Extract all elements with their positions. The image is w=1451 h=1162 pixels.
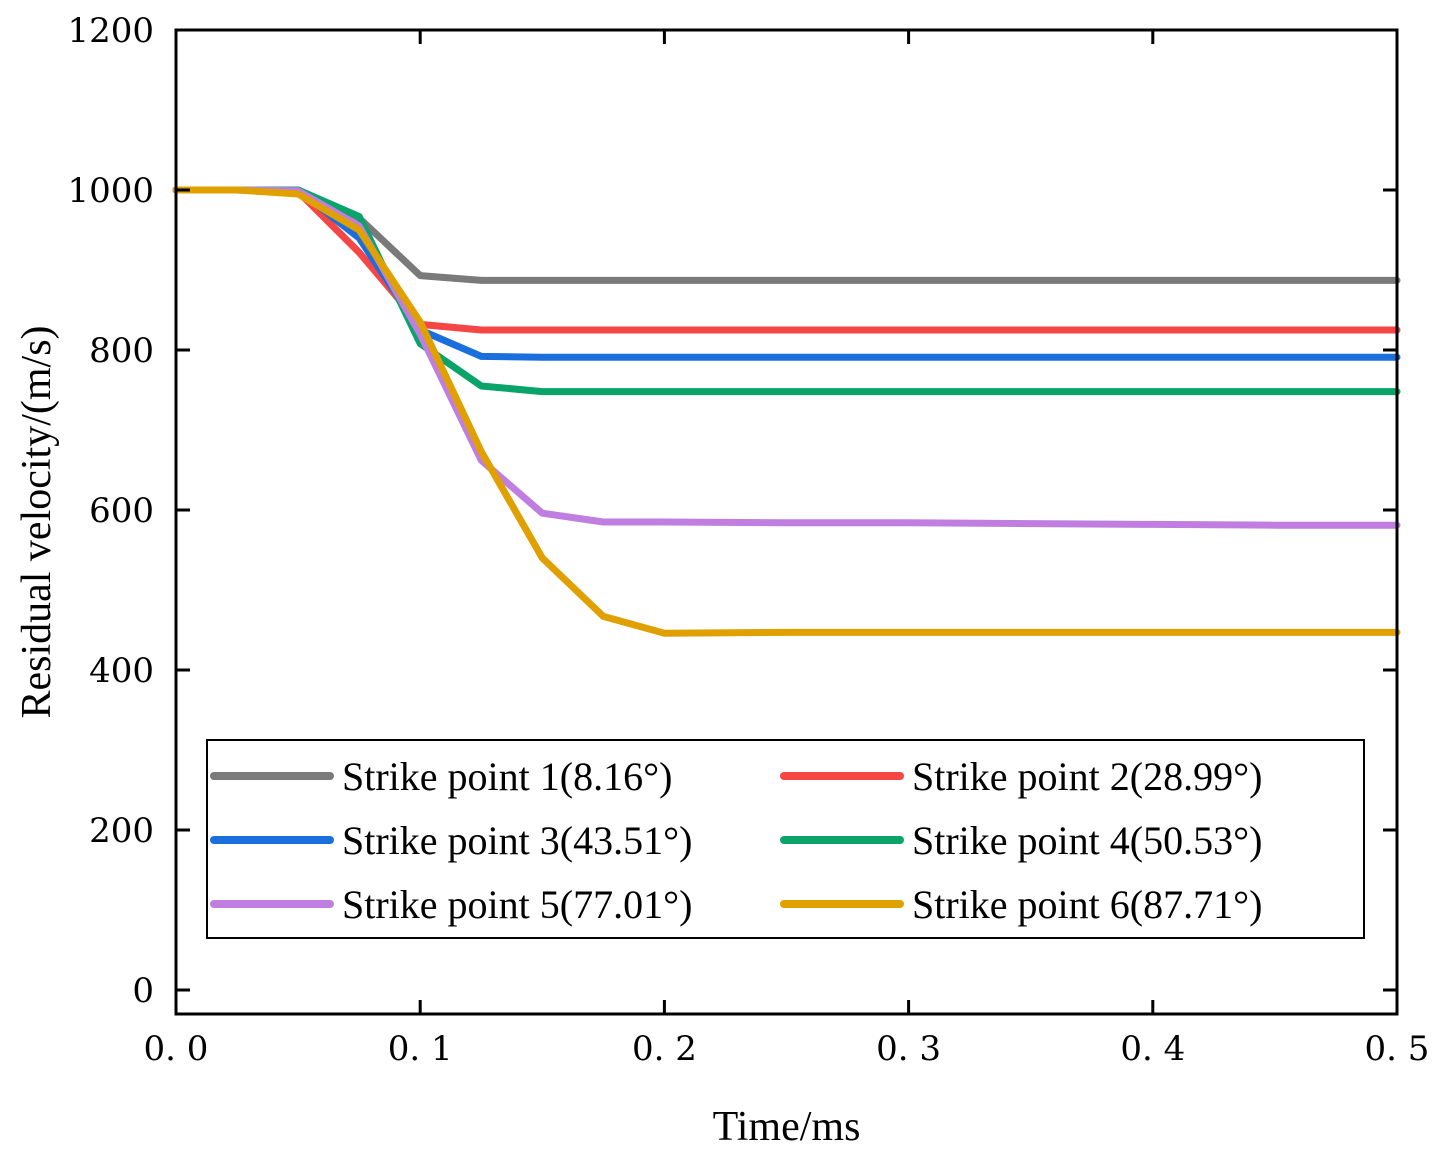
y-tick-label: 0 xyxy=(132,971,154,1011)
y-tick-label: 1200 xyxy=(67,11,154,51)
y-tick-label: 200 xyxy=(89,811,154,851)
y-tick-label: 600 xyxy=(89,491,154,531)
y-axis-title: Residual velocity/(m/s) xyxy=(14,325,60,718)
x-tick-label: 0. 1 xyxy=(388,1029,453,1069)
x-tick-label: 0. 0 xyxy=(144,1029,209,1069)
legend-label-1: Strike point 1(8.16°) xyxy=(342,754,672,799)
series-line-4 xyxy=(172,186,1401,396)
legend-label-3: Strike point 3(43.51°) xyxy=(342,818,692,863)
legend: Strike point 1(8.16°) Strike point 2(28.9… xyxy=(206,739,1365,939)
plot-frame xyxy=(174,28,1399,1016)
x-tick-label: 0. 4 xyxy=(1120,1029,1185,1069)
legend-label-5: Strike point 5(77.01°) xyxy=(342,882,692,927)
y-tick-label: 400 xyxy=(89,651,154,691)
y-tick-label: 800 xyxy=(89,331,154,371)
legend-label-6: Strike point 6(87.71°) xyxy=(912,882,1262,927)
legend-label-4: Strike point 4(50.53°) xyxy=(912,818,1262,863)
series-line-6 xyxy=(172,186,1401,637)
y-tick-label: 1000 xyxy=(67,171,154,211)
x-tick-label: 0. 3 xyxy=(876,1029,941,1069)
x-tick-label: 0. 5 xyxy=(1365,1029,1430,1069)
series-layer xyxy=(172,186,1401,637)
x-tick-label: 0. 2 xyxy=(632,1029,697,1069)
legend-label-2: Strike point 2(28.99°) xyxy=(912,754,1262,799)
ticks-layer: 0. 0 0. 1 0. 2 0. 3 0. 4 0. 5 0 200 400 600 800 100… xyxy=(67,11,1429,1069)
series-line-2 xyxy=(172,186,1401,334)
x-axis-title: Time/ms xyxy=(713,1104,861,1150)
